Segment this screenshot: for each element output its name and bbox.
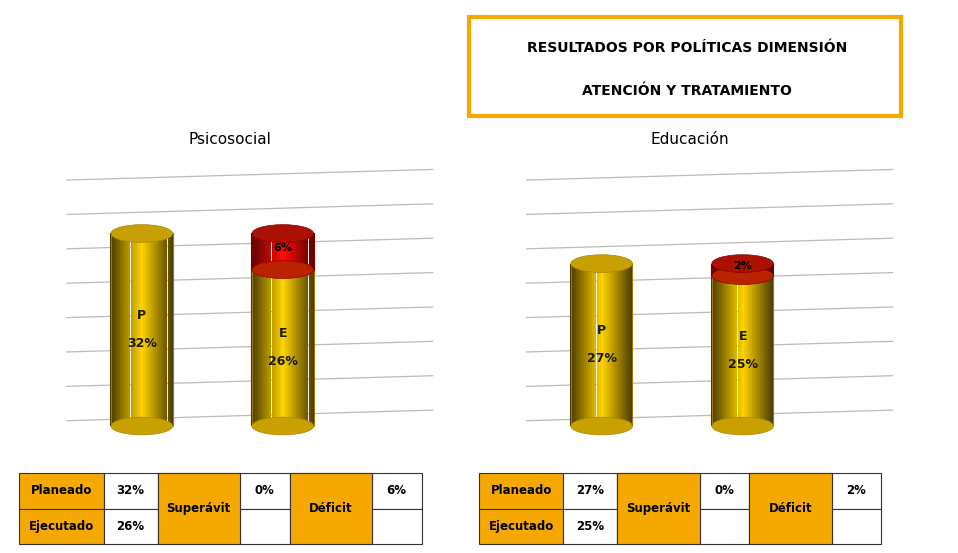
Bar [111, 233, 172, 426]
Bar [618, 509, 699, 545]
Bar [372, 473, 422, 509]
Bar [252, 233, 313, 270]
Bar [289, 473, 372, 509]
Bar [699, 509, 749, 545]
Bar [832, 473, 881, 509]
Text: Ejecutado: Ejecutado [29, 520, 94, 533]
Text: 25%: 25% [728, 358, 758, 372]
Bar [240, 473, 289, 509]
Bar [158, 473, 240, 545]
Bar [19, 473, 103, 509]
Text: 6%: 6% [273, 243, 292, 253]
Text: 26%: 26% [117, 520, 145, 533]
Text: 2%: 2% [847, 484, 866, 497]
Text: E: E [739, 330, 747, 343]
Ellipse shape [252, 261, 313, 279]
Bar [158, 473, 240, 509]
FancyBboxPatch shape [469, 17, 901, 116]
Text: 6%: 6% [387, 484, 406, 497]
Ellipse shape [571, 417, 632, 435]
Text: 27%: 27% [586, 352, 617, 366]
Ellipse shape [571, 255, 632, 273]
Text: 0%: 0% [255, 484, 275, 497]
Bar [103, 473, 158, 509]
Bar [289, 509, 372, 545]
Bar [563, 473, 618, 509]
Ellipse shape [111, 417, 172, 435]
Bar [479, 473, 563, 509]
Ellipse shape [252, 225, 313, 242]
Ellipse shape [111, 225, 172, 242]
Ellipse shape [712, 255, 773, 273]
Text: 32%: 32% [117, 484, 145, 497]
Bar [571, 264, 632, 426]
Text: 2%: 2% [733, 261, 752, 271]
Text: Déficit: Déficit [768, 502, 812, 515]
Ellipse shape [712, 267, 773, 284]
Bar [712, 264, 773, 275]
Text: P: P [137, 309, 147, 322]
Text: Superávit: Superávit [167, 502, 231, 515]
Bar [699, 473, 749, 509]
Bar [252, 270, 313, 426]
Ellipse shape [252, 417, 313, 435]
Text: 32%: 32% [126, 337, 157, 351]
Bar [832, 509, 881, 545]
Bar [372, 509, 422, 545]
Bar [289, 473, 372, 545]
Text: Superávit: Superávit [627, 502, 691, 515]
Bar [618, 473, 699, 545]
Bar [749, 473, 832, 545]
Bar [749, 473, 832, 509]
Bar [712, 275, 773, 426]
Text: RESULTADOS POR POLÍTICAS DIMENSIÓN: RESULTADOS POR POLÍTICAS DIMENSIÓN [527, 40, 848, 55]
Text: E: E [279, 327, 287, 340]
Text: 0%: 0% [715, 484, 735, 497]
Text: Ejecutado: Ejecutado [489, 520, 554, 533]
Text: Planeado: Planeado [490, 484, 552, 497]
Text: 27%: 27% [577, 484, 604, 497]
Bar [19, 509, 103, 545]
Text: P: P [597, 324, 606, 337]
Bar [158, 509, 240, 545]
Bar [103, 509, 158, 545]
Text: ATENCIÓN Y TRATAMIENTO: ATENCIÓN Y TRATAMIENTO [582, 84, 792, 98]
Text: Planeado: Planeado [31, 484, 92, 497]
Bar [749, 509, 832, 545]
Bar [240, 509, 289, 545]
Text: Psicosocial: Psicosocial [189, 132, 271, 147]
Bar [618, 473, 699, 509]
Text: 25%: 25% [577, 520, 604, 533]
Bar [479, 509, 563, 545]
Text: Déficit: Déficit [308, 502, 353, 515]
Text: 26%: 26% [268, 356, 298, 368]
Text: Educación: Educación [650, 132, 729, 147]
Ellipse shape [712, 417, 773, 435]
Bar [563, 509, 618, 545]
